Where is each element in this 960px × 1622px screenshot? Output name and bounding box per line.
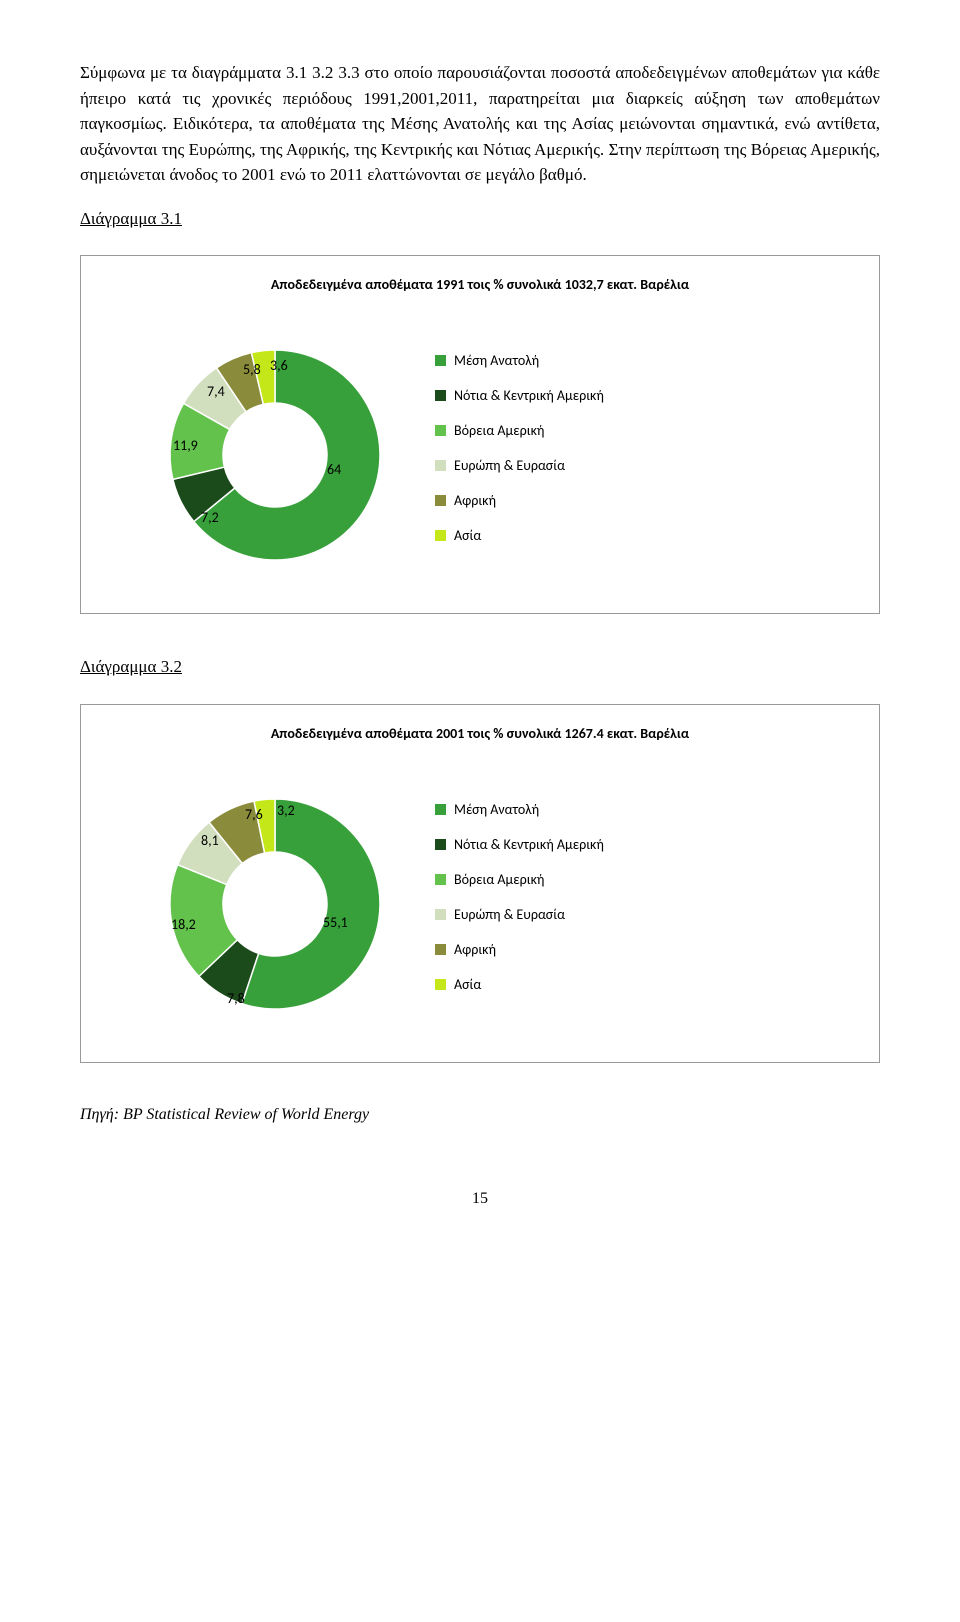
legend-item: Αφρική — [435, 490, 604, 511]
heading-chart-2: Διάγραμμα 3.2 — [80, 654, 880, 680]
slice-label: 55,1 — [323, 912, 348, 933]
chart-2-container: Αποδεδειγμένα αποθέματα 2001 τοις % συνο… — [80, 704, 880, 1063]
body-paragraph: Σύμφωνα με τα διαγράμματα 3.1 3.2 3.3 στ… — [80, 60, 880, 188]
chart-1-title: Αποδεδειγμένα αποθέματα 1991 τοις % συνο… — [95, 274, 865, 295]
legend-label: Ευρώπη & Ευρασία — [454, 904, 565, 925]
slice-label: 64 — [327, 459, 341, 480]
legend-item: Βόρεια Αμερική — [435, 420, 604, 441]
legend-label: Μέση Ανατολή — [454, 799, 539, 820]
chart-1-legend: Μέση Ανατολή Νότια & Κεντρική Αμερική Βόρε… — [435, 350, 604, 560]
legend-swatch — [435, 390, 446, 401]
legend-item: Βόρεια Αμερική — [435, 869, 604, 890]
legend-item: Ευρώπη & Ευρασία — [435, 455, 604, 476]
slice-label: 3,6 — [270, 355, 288, 376]
legend-item: Μέση Ανατολή — [435, 350, 604, 371]
legend-label: Νότια & Κεντρική Αμερική — [454, 385, 604, 406]
legend-swatch — [435, 460, 446, 471]
legend-label: Νότια & Κεντρική Αμερική — [454, 834, 604, 855]
legend-item: Νότια & Κεντρική Αμερική — [435, 385, 604, 406]
heading-chart-1: Διάγραμμα 3.1 — [80, 206, 880, 232]
legend-label: Βόρεια Αμερική — [454, 420, 544, 441]
chart-2-legend: Μέση Ανατολή Νότια & Κεντρική Αμερική Βόρε… — [435, 799, 604, 1009]
legend-label: Αφρική — [454, 490, 496, 511]
legend-label: Βόρεια Αμερική — [454, 869, 544, 890]
slice-label: 11,9 — [173, 435, 198, 456]
legend-swatch — [435, 804, 446, 815]
slice-label: 7,6 — [245, 804, 263, 825]
page-number: 15 — [80, 1187, 880, 1211]
legend-swatch — [435, 425, 446, 436]
legend-label: Ασία — [454, 974, 481, 995]
legend-swatch — [435, 839, 446, 850]
legend-swatch — [435, 944, 446, 955]
legend-swatch — [435, 495, 446, 506]
legend-label: Ευρώπη & Ευρασία — [454, 455, 565, 476]
slice-label: 7,4 — [207, 381, 225, 402]
chart-2-title: Αποδεδειγμένα αποθέματα 2001 τοις % συνο… — [95, 723, 865, 744]
legend-swatch — [435, 530, 446, 541]
chart-1-container: Αποδεδειγμένα αποθέματα 1991 τοις % συνο… — [80, 255, 880, 614]
legend-label: Ασία — [454, 525, 481, 546]
slice-label: 18,2 — [171, 914, 196, 935]
source-citation: Πηγή: BP Statistical Review of World Ene… — [80, 1103, 880, 1127]
chart-1-donut: 64 7,2 11,9 7,4 5,8 3,6 — [145, 325, 405, 585]
slice-label: 3,2 — [277, 800, 295, 821]
slice-label: 8,1 — [201, 830, 219, 851]
legend-item: Μέση Ανατολή — [435, 799, 604, 820]
legend-swatch — [435, 909, 446, 920]
legend-swatch — [435, 355, 446, 366]
legend-item: Ευρώπη & Ευρασία — [435, 904, 604, 925]
legend-swatch — [435, 979, 446, 990]
legend-item: Νότια & Κεντρική Αμερική — [435, 834, 604, 855]
slice-label: 7,2 — [201, 507, 219, 528]
chart-2-donut: 55,1 7,8 18,2 8,1 7,6 3,2 — [145, 774, 405, 1034]
slice-label: 5,8 — [243, 359, 261, 380]
legend-swatch — [435, 874, 446, 885]
legend-label: Αφρική — [454, 939, 496, 960]
slice-label: 7,8 — [227, 988, 245, 1009]
legend-item: Ασία — [435, 525, 604, 546]
legend-label: Μέση Ανατολή — [454, 350, 539, 371]
legend-item: Αφρική — [435, 939, 604, 960]
legend-item: Ασία — [435, 974, 604, 995]
